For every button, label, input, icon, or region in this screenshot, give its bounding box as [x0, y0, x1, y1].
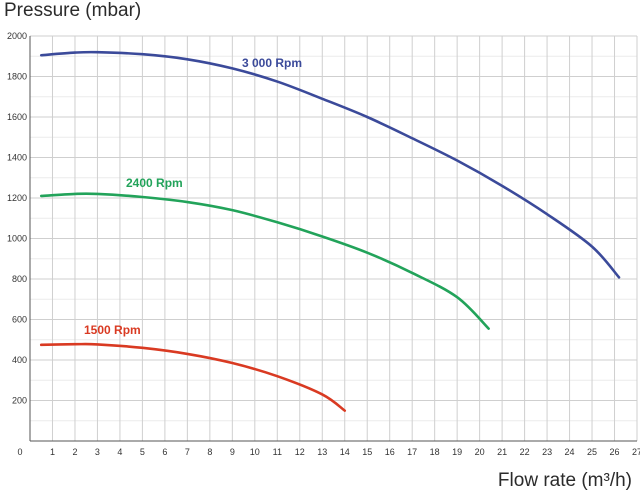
y-tick-label: 1400 — [7, 153, 27, 163]
x-tick-label: 27 — [632, 447, 640, 457]
x-tick-label: 5 — [140, 447, 145, 457]
x-tick-label: 22 — [520, 447, 530, 457]
x-tick-label: 21 — [497, 447, 507, 457]
x-tick-label: 1 — [50, 447, 55, 457]
x-tick-label: 2 — [72, 447, 77, 457]
x-tick-label: 3 — [95, 447, 100, 457]
series-line-2 — [39, 342, 347, 412]
y-tick-label: 800 — [12, 274, 27, 284]
x-tick-label: 25 — [587, 447, 597, 457]
y-tick-label: 1000 — [7, 234, 27, 244]
y-tick-label: 200 — [12, 396, 27, 406]
x-axis-title: Flow rate (m³/h) — [497, 470, 632, 491]
y-tick-label: 1600 — [7, 112, 27, 122]
x-tick-label: 17 — [407, 447, 417, 457]
y-tick-label: 600 — [12, 315, 27, 325]
y-tick-label: 1200 — [7, 193, 27, 203]
x-tick-label: 24 — [565, 447, 575, 457]
x-tick-label: 26 — [610, 447, 620, 457]
x-tick-label: 11 — [273, 447, 282, 457]
x-tick-label: 10 — [250, 447, 260, 457]
x-tick-label: 14 — [340, 447, 350, 457]
x-tick-label: 12 — [295, 447, 305, 457]
x-tick-label: 9 — [230, 447, 235, 457]
x-tick-label: 4 — [117, 447, 122, 457]
x-tick-label: 16 — [385, 447, 395, 457]
series-label-2: 1500 Rpm — [84, 323, 141, 337]
x-tick-label: 7 — [185, 447, 190, 457]
x-tick-label: 13 — [317, 447, 327, 457]
x-tick-label: 19 — [452, 447, 462, 457]
y-axis-title: Pressure (mbar) — [4, 0, 142, 21]
x-tick-label: 18 — [430, 447, 440, 457]
x-tick-label: 23 — [542, 447, 552, 457]
y-tick-label: 1800 — [7, 72, 27, 82]
x-tick-label: 15 — [362, 447, 372, 457]
x-tick-label: 0 — [17, 447, 22, 457]
series-label-1: 2400 Rpm — [126, 176, 183, 190]
x-tick-label: 8 — [207, 447, 212, 457]
y-tick-label: 400 — [12, 355, 27, 365]
series-label-0: 3 000 Rpm — [242, 56, 302, 70]
x-tick-label: 20 — [475, 447, 485, 457]
y-tick-label: 2000 — [7, 31, 27, 41]
series-line-1 — [39, 192, 490, 330]
x-tick-label: 6 — [162, 447, 167, 457]
series-line-0 — [39, 50, 621, 279]
